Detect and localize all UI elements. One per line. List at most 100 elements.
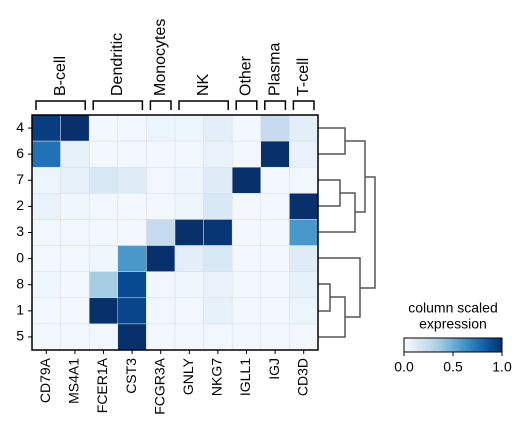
- heatmap-cell: [289, 271, 319, 299]
- group-label: B-cell: [52, 56, 69, 96]
- row-label: 4: [16, 119, 24, 135]
- colorbar-title: column scaled: [408, 300, 498, 316]
- heatmap-cell: [31, 166, 61, 194]
- heatmap-cell: [289, 297, 319, 325]
- heatmap-cell: [60, 219, 90, 246]
- heatmap-cell: [231, 114, 262, 142]
- heatmap-cell: [88, 245, 119, 272]
- heatmap-cell: [31, 219, 61, 246]
- heatmap-cell: [174, 114, 204, 142]
- heatmap-cell: [60, 245, 90, 272]
- heatmap-cell: [88, 166, 119, 194]
- heatmap-cell: [289, 166, 319, 194]
- row-label: 5: [16, 328, 24, 344]
- heatmap-cell: [88, 271, 119, 299]
- heatmap-cell: [174, 245, 204, 272]
- heatmap-cell: [289, 245, 319, 272]
- heatmap-cell: [146, 140, 176, 168]
- group-label: Plasma: [266, 43, 283, 96]
- heatmap-cell: [203, 245, 233, 272]
- row-label: 6: [16, 145, 24, 161]
- heatmap-cell: [203, 219, 233, 246]
- heatmap-cell: [174, 140, 204, 168]
- heatmap-cell: [117, 297, 147, 325]
- heatmap-cell: [260, 219, 290, 246]
- heatmap-cell: [260, 245, 290, 272]
- heatmap-cell: [231, 140, 262, 168]
- heatmap-cell: [117, 140, 147, 168]
- heatmap-cell: [289, 219, 319, 246]
- row-label: 8: [16, 275, 24, 291]
- group-bracket: [149, 100, 172, 110]
- heatmap-cell: [203, 297, 233, 325]
- group-label: Other: [238, 55, 255, 96]
- heatmap-cell: [260, 323, 290, 351]
- heatmap-cell: [289, 323, 319, 351]
- colorbar-tick-label: 0.0: [394, 359, 414, 375]
- heatmap-cell: [60, 271, 90, 299]
- colorbar-tick-label: 0.5: [443, 359, 463, 375]
- heatmap-cell: [88, 140, 119, 168]
- group-label: Dendritic: [109, 33, 126, 96]
- heatmap-cell: [88, 297, 119, 325]
- heatmap-cell: [31, 193, 61, 220]
- heatmap-cell: [117, 271, 147, 299]
- heatmap-cell: [231, 193, 262, 220]
- group-bracket: [264, 100, 287, 110]
- heatmap-cell: [146, 193, 176, 220]
- group-bracket: [92, 100, 144, 110]
- heatmap-cell: [117, 166, 147, 194]
- column-label: IGJ: [266, 358, 282, 380]
- group-bracket: [292, 100, 315, 110]
- heatmap-cell: [203, 166, 233, 194]
- heatmap-cell: [289, 193, 319, 220]
- heatmap-cell: [203, 140, 233, 168]
- heatmap-cell: [31, 245, 61, 272]
- group-label: Monocytes: [152, 19, 169, 96]
- heatmap-cell: [146, 219, 176, 246]
- heatmap-cell: [231, 271, 262, 299]
- row-label: 2: [16, 197, 24, 213]
- heatmap-cell: [60, 166, 90, 194]
- dendrogram: [318, 127, 376, 338]
- heatmap-cell: [117, 245, 147, 272]
- heatmap-cell: [117, 193, 147, 220]
- heatmap-cell: [260, 140, 290, 168]
- heatmap-cell: [146, 323, 176, 351]
- column-label: GNLY: [180, 357, 196, 395]
- heatmap-cell: [88, 193, 119, 220]
- heatmap-cell: [60, 114, 90, 142]
- heatmap-cell: [203, 323, 233, 351]
- heatmap-cell: [174, 323, 204, 351]
- heatmap-cell: [231, 323, 262, 351]
- column-label: CD3D: [294, 358, 310, 396]
- row-label: 1: [16, 302, 24, 318]
- column-label: FCGR3A: [151, 357, 167, 414]
- column-label: MS4A1: [66, 358, 82, 404]
- group-bracket: [35, 100, 86, 110]
- colorbar-title: expression: [419, 316, 487, 332]
- heatmap-cell: [231, 297, 262, 325]
- heatmap-cell: [231, 245, 262, 272]
- heatmap-cell: [260, 271, 290, 299]
- heatmap-cell: [260, 114, 290, 142]
- heatmap-cell: [174, 271, 204, 299]
- colorbar-tick-label: 1.0: [492, 359, 512, 375]
- row-label: 3: [16, 223, 24, 239]
- heatmap-cell: [146, 297, 176, 325]
- heatmap-cell: [146, 271, 176, 299]
- heatmap-cell: [260, 193, 290, 220]
- heatmap-cell: [88, 219, 119, 246]
- heatmap-cell: [174, 297, 204, 325]
- heatmap-cell: [174, 166, 204, 194]
- column-label: CD79A: [37, 357, 53, 403]
- heatmap-cell: [60, 193, 90, 220]
- heatmap-cell: [31, 114, 61, 142]
- heatmap-cell: [117, 323, 147, 351]
- colorbar: [403, 337, 503, 353]
- row-label: 7: [16, 171, 24, 187]
- heatmap-cell: [117, 219, 147, 246]
- heatmap-cell: [31, 297, 61, 325]
- heatmap-cell: [31, 323, 61, 351]
- heatmap-cell: [60, 140, 90, 168]
